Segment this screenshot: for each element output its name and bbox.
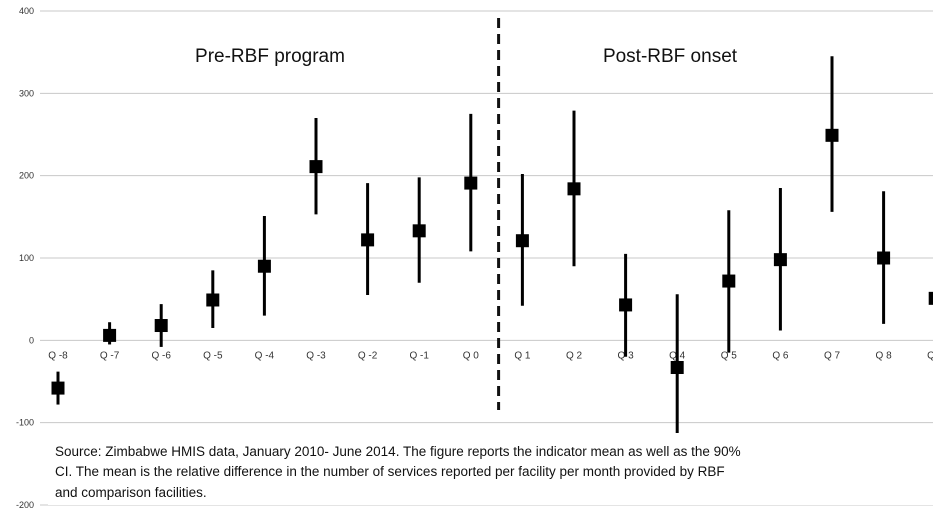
mean-marker-6	[361, 233, 375, 247]
mean-marker-7	[412, 224, 426, 238]
x-tick-label: Q 0	[463, 350, 480, 361]
mean-marker-8	[464, 176, 478, 190]
pre-rbf-label: Pre-RBF program	[195, 46, 345, 67]
data-marks	[51, 56, 933, 444]
x-tick-label: Q -8	[48, 350, 68, 361]
y-tick-label: -100	[16, 418, 34, 428]
y-tick-label: 300	[19, 88, 34, 98]
source-note-line-1: Source: Zimbabwe HMIS data, January 2010…	[55, 444, 741, 459]
mean-marker-0	[51, 381, 65, 395]
source-note-line-2: CI. The mean is the relative difference …	[55, 464, 725, 479]
x-tick-label: Q -1	[409, 350, 429, 361]
x-tick-label: Q 6	[772, 350, 789, 361]
y-tick-label: 200	[19, 171, 34, 181]
source-note-line-3: and comparison facilities.	[55, 485, 207, 500]
mean-marker-11	[619, 298, 633, 312]
mean-marker-4	[257, 259, 271, 273]
y-tick-label: -200	[16, 500, 34, 510]
mean-marker-5	[309, 160, 323, 174]
x-axis-ticks: Q -8 Q -7 Q -6 Q -5 Q -4 Q -3 Q -2 Q -1 Q 0 Q 1 Q …	[48, 350, 933, 361]
mean-marker-10	[567, 182, 581, 196]
x-tick-label: Q -2	[358, 350, 378, 361]
gridlines	[40, 10, 933, 506]
x-tick-label: Q 9	[927, 350, 933, 361]
x-tick-label: Q -3	[306, 350, 326, 361]
y-axis-ticks: -200 -100 0 100 200 300 400	[16, 6, 34, 510]
x-tick-label: Q 5	[721, 350, 738, 361]
x-tick-label: Q -7	[100, 350, 120, 361]
mean-marker-17	[928, 291, 933, 305]
mean-marker-15	[825, 128, 839, 142]
mean-marker-3	[206, 293, 220, 307]
mean-marker-2	[154, 319, 168, 333]
source-note-background	[48, 433, 933, 505]
y-tick-label: 0	[29, 335, 34, 345]
mean-marker-12	[670, 361, 684, 375]
x-tick-label: Q -4	[255, 350, 275, 361]
mean-marker-16	[877, 251, 891, 265]
x-tick-label: Q 8	[876, 350, 893, 361]
x-tick-label: Q 2	[566, 350, 583, 361]
y-tick-label: 400	[19, 6, 34, 16]
x-tick-label: Q -5	[203, 350, 223, 361]
mean-marker-9	[515, 234, 529, 248]
mean-marker-1	[103, 328, 117, 342]
x-tick-label: Q -6	[151, 350, 171, 361]
mean-marker-14	[773, 253, 787, 267]
x-tick-label: Q 1	[514, 350, 531, 361]
post-rbf-label: Post-RBF onset	[603, 46, 738, 67]
mean-marker-13	[722, 274, 736, 288]
y-tick-label: 100	[19, 253, 34, 263]
x-tick-label: Q 7	[824, 350, 841, 361]
